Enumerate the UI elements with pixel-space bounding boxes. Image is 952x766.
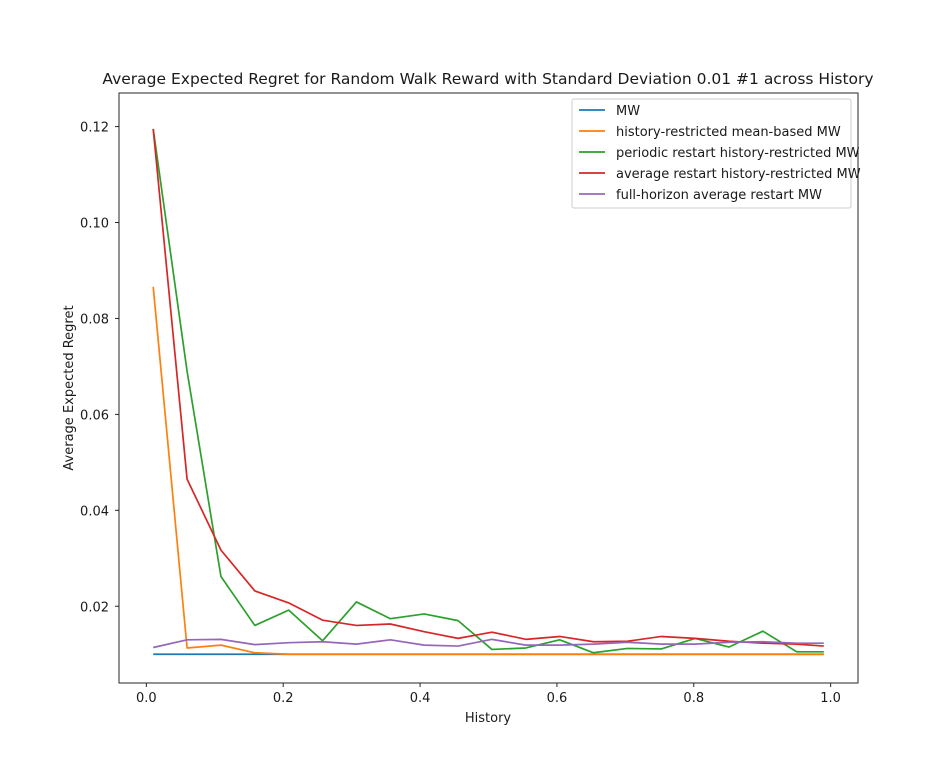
y-tick-label: 0.10 xyxy=(80,217,109,232)
legend-label: MW xyxy=(616,104,640,119)
chart-title: Average Expected Regret for Random Walk … xyxy=(102,70,873,88)
x-tick-label: 0.8 xyxy=(683,691,704,706)
legend-box xyxy=(571,98,852,209)
x-tick-label: 0.2 xyxy=(273,691,294,706)
y-tick-label: 0.12 xyxy=(80,121,109,136)
legend-label: history-restricted mean-based MW xyxy=(616,125,841,140)
series-line-2 xyxy=(152,286,824,656)
y-tick-label: 0.02 xyxy=(80,600,109,615)
series-line-5 xyxy=(153,638,824,649)
y-tick-label: 0.06 xyxy=(80,408,109,423)
legend: MW history-restricted mean-based MW period… xyxy=(571,98,861,209)
series-layer xyxy=(152,128,824,656)
legend-label: periodic restart history-restricted MW xyxy=(616,146,860,161)
x-tick-label: 0.6 xyxy=(547,691,568,706)
y-tick-label: 0.04 xyxy=(80,504,109,519)
x-axis-label: History xyxy=(465,711,512,726)
x-tick-label: 1.0 xyxy=(820,691,841,706)
series-line-3 xyxy=(152,128,824,654)
x-tick-label: 0.4 xyxy=(410,691,431,706)
legend-label: full-horizon average restart MW xyxy=(616,188,822,203)
legend-label: average restart history-restricted MW xyxy=(616,167,861,182)
series-line-4 xyxy=(152,128,824,647)
y-axis-label: Average Expected Regret xyxy=(62,305,77,470)
x-tick-label: 0.0 xyxy=(136,691,157,706)
ticks-layer: 0.0 0.2 0.4 0.6 0.8 1.0 0.02 0.04 0.06 0.08 0.10 0.… xyxy=(80,121,841,706)
y-tick-label: 0.08 xyxy=(80,312,109,327)
